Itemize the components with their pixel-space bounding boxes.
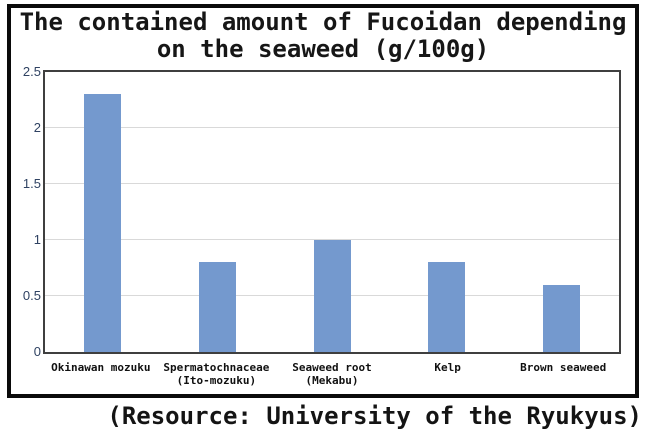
x-axis-category-labels: Okinawan mozuku Spermatochnaceae (Ito-moz… (43, 358, 621, 387)
x-category-label: Okinawan mozuku (51, 361, 151, 374)
bar (313, 240, 351, 352)
chart-title-line-1: The contained amount of Fucoidan dependi… (19, 8, 627, 36)
y-tick-label: 1 (33, 232, 41, 247)
bar (198, 262, 236, 352)
x-category-label: Seaweed root (Mekabu) (292, 361, 372, 387)
bar (543, 284, 581, 352)
y-axis-tick-labels: 0 0.5 1 1.5 2 2.5 (13, 64, 41, 359)
y-tick-label: 2 (33, 120, 41, 135)
y-tick-label: 0.5 (22, 288, 41, 303)
y-tick-label: 1.5 (22, 176, 41, 191)
bar (428, 262, 466, 352)
x-category-label: Kelp (434, 361, 461, 374)
x-category-label: Spermatochnaceae (Ito-mozuku) (163, 361, 270, 387)
chart-title-line-2: on the seaweed (g/100g) (156, 35, 490, 63)
x-category-label: Brown seaweed (520, 361, 607, 374)
gridline (45, 127, 619, 128)
y-tick-label: 0 (33, 344, 41, 359)
y-tick-label: 2.5 (22, 64, 41, 79)
chart-frame: The contained amount of Fucoidan dependi… (7, 4, 639, 398)
bar (83, 94, 121, 352)
chart-title: The contained amount of Fucoidan dependi… (11, 9, 635, 63)
gridline (45, 183, 619, 184)
resource-note: (Resource: University of the Ryukyus) (107, 402, 642, 430)
plot-area (43, 70, 621, 354)
gridline (45, 239, 619, 240)
